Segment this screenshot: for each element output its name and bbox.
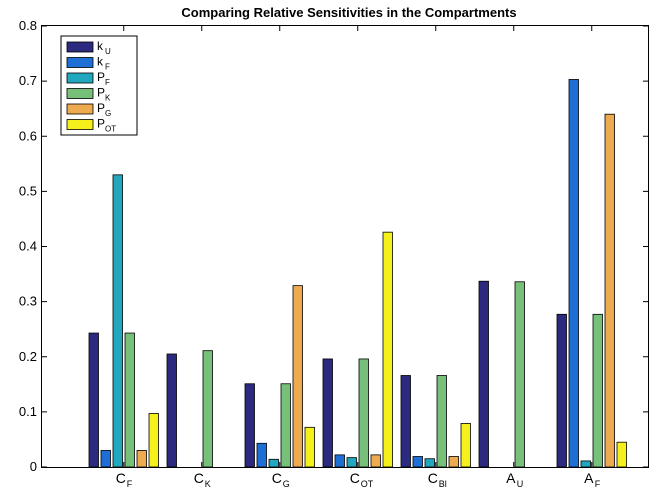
chart-title: Comparing Relative Sensitivities in the …	[181, 5, 516, 20]
bar-kU-COT	[322, 358, 333, 468]
bar-PK-CK	[202, 350, 213, 468]
bar-PG-COT	[370, 454, 381, 468]
y-tick-label: 0.4	[19, 239, 37, 254]
y-tick-label: 0.6	[19, 128, 37, 143]
legend-swatch	[66, 103, 94, 115]
bar-PG-CG	[292, 285, 303, 468]
legend-label: P	[97, 101, 105, 115]
legend-label: P	[97, 70, 105, 84]
bars-group	[88, 79, 627, 468]
bar-kF-CG	[256, 442, 267, 468]
y-axis: 0 0.1 0.2 0.3 0.4 0.5 0.6 0.7 0.8	[19, 18, 648, 474]
bar-PF-COT	[346, 457, 357, 468]
legend-label: P	[97, 117, 105, 131]
legend-label-subscript: G	[105, 109, 111, 118]
legend-swatch	[66, 72, 94, 84]
bar-kU-CK	[166, 353, 177, 468]
bar-PK-CBl	[436, 375, 447, 468]
bar-kF-CBl	[412, 456, 423, 468]
y-tick-label: 0.2	[19, 349, 37, 364]
x-axis: C F C K C G C OT C Bl A U A F	[116, 26, 601, 489]
bar-kU-CF	[88, 332, 99, 468]
bar-PK-AU	[514, 281, 525, 468]
bar-kU-AF	[556, 313, 567, 468]
bar-PG-AF	[604, 113, 615, 468]
x-tick-label-subscript: G	[283, 479, 290, 489]
bar-PF-CG	[268, 458, 279, 468]
x-tick-label: C	[116, 470, 126, 486]
legend-swatch	[66, 88, 94, 99]
bar-kU-CBl	[400, 375, 411, 468]
bar-POT-CG	[304, 426, 315, 468]
bar-PK-CG	[280, 383, 291, 468]
legend-label-subscript: F	[105, 63, 110, 72]
x-tick-label-subscript: Bl	[439, 479, 447, 489]
bar-PF-CF	[112, 174, 123, 468]
bar-PF-AF	[580, 460, 591, 468]
legend-label: k	[97, 39, 104, 53]
bar-kU-AU	[478, 280, 489, 468]
bar-PK-COT	[358, 358, 369, 468]
y-tick-label: 0	[30, 459, 37, 474]
bar-PG-CBl	[448, 456, 459, 468]
bar-PK-AF	[592, 313, 603, 468]
x-tick-label-subscript: F	[595, 479, 601, 489]
x-tick-label-subscript: F	[127, 479, 133, 489]
y-tick-label: 0.8	[19, 18, 37, 33]
bar-PG-CF	[136, 450, 147, 468]
x-tick-label: C	[428, 470, 438, 486]
legend-box	[60, 35, 138, 136]
legend-label: P	[97, 86, 105, 100]
bar-POT-CBl	[460, 423, 471, 468]
x-tick-label: C	[350, 470, 360, 486]
bar-POT-COT	[382, 231, 393, 468]
y-tick-label: 0.3	[19, 294, 37, 309]
x-tick-label-subscript: K	[205, 479, 211, 489]
x-tick-label: C	[272, 470, 282, 486]
bar-kU-CG	[244, 383, 255, 468]
legend-label-subscript: OT	[105, 125, 116, 134]
bar-PF-CBl	[424, 458, 435, 468]
legend-label-subscript: U	[105, 47, 111, 56]
bar-kF-CF	[100, 450, 111, 468]
y-tick-label: 0.5	[19, 183, 37, 198]
bar-PK-CF	[124, 332, 135, 468]
plot-area-frame	[41, 25, 649, 468]
x-tick-label-subscript: OT	[361, 479, 374, 489]
legend-swatch	[66, 119, 94, 130]
legend-label-subscript: K	[105, 94, 111, 103]
legend-swatch	[66, 41, 94, 53]
bar-POT-CF	[148, 413, 159, 468]
x-tick-label: A	[584, 470, 594, 486]
bar-kF-COT	[334, 454, 345, 468]
bar-POT-AF	[616, 441, 627, 468]
legend: k Uk FP FP KP GP OT	[60, 35, 138, 136]
bar-kF-AF	[568, 79, 579, 468]
legend-label-subscript: F	[105, 78, 110, 87]
legend-swatch	[66, 57, 94, 68]
x-tick-label: C	[194, 470, 204, 486]
y-tick-label: 0.1	[19, 404, 37, 419]
x-tick-label: A	[506, 470, 516, 486]
x-tick-label-subscript: U	[517, 479, 524, 489]
legend-label: k	[97, 55, 104, 69]
y-tick-label: 0.7	[19, 73, 37, 88]
